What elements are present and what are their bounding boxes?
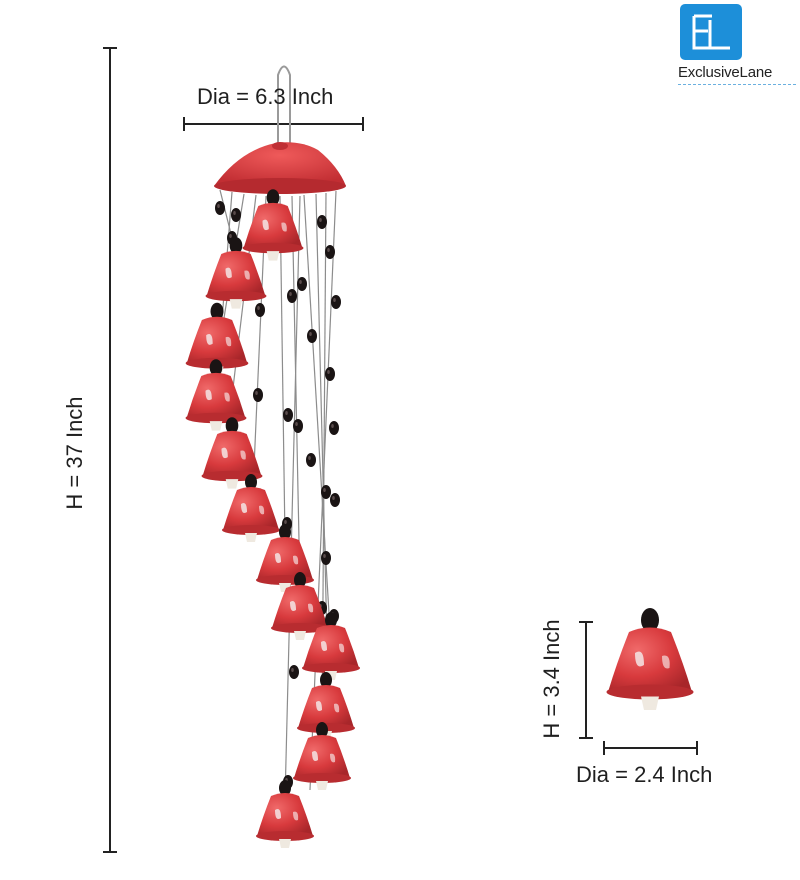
brand-logo [680, 4, 742, 60]
bell-height-label: H = 3.4 Inch [539, 619, 564, 739]
total-height-label: H = 37 Inch [62, 396, 87, 510]
bell-diameter-label: Dia = 2.4 Inch [576, 762, 713, 787]
top-diameter-label: Dia = 6.3 Inch [197, 84, 334, 109]
brand-underline [678, 84, 796, 85]
bell-height-dimension-line [579, 621, 593, 739]
height-dimension-line [103, 47, 117, 853]
bell-diameter-dimension-line [603, 741, 698, 755]
el-logo-icon [692, 14, 730, 50]
single-bell-detail [606, 608, 694, 710]
top-diameter-dimension-line [183, 117, 364, 131]
wind-chime-bells [185, 189, 360, 848]
hanging-hook [277, 65, 291, 150]
canopy [214, 142, 346, 194]
brand-name: ExclusiveLane [678, 64, 773, 81]
